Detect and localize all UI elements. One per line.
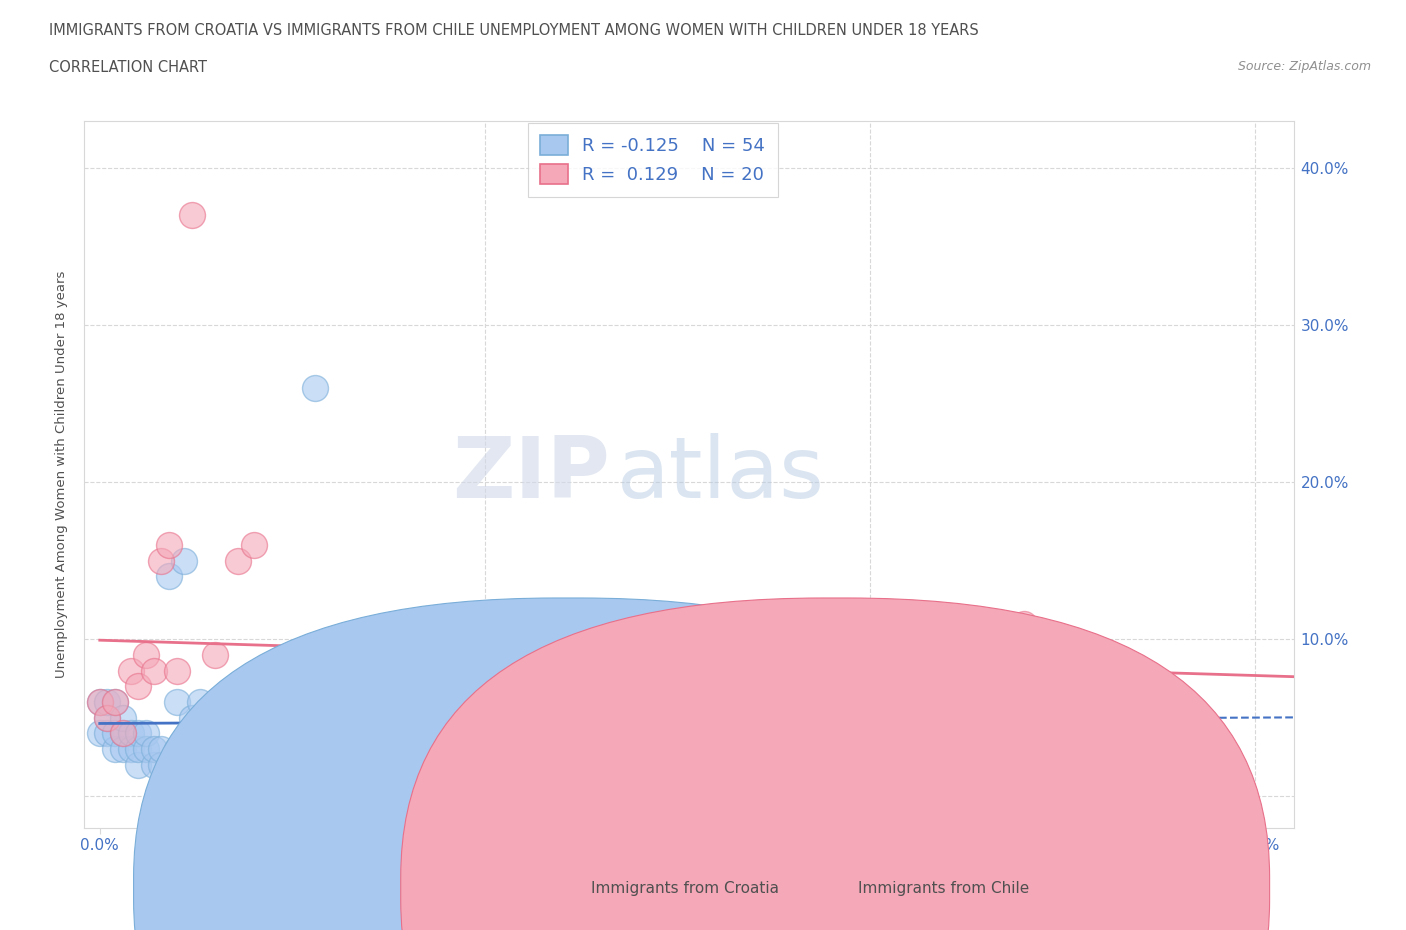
Point [127,726,149,741]
Point [111,726,134,741]
Point [96,711,118,725]
Point [135,742,157,757]
Point [188,695,211,710]
Point [343,742,366,757]
Point [359,742,381,757]
Point [142,663,165,678]
Point [150,742,173,757]
Point [173,553,195,568]
Text: atlas: atlas [616,432,824,516]
Point [474,742,496,757]
Point [89,726,111,741]
Point [243,726,266,741]
Text: IMMIGRANTS FROM CROATIA VS IMMIGRANTS FROM CHILE UNEMPLOYMENT AMONG WOMEN WITH C: IMMIGRANTS FROM CROATIA VS IMMIGRANTS FR… [49,23,979,38]
Point [96,695,118,710]
Point [859,726,882,741]
Point [281,773,304,788]
Point [273,711,295,725]
Point [396,742,419,757]
Text: Immigrants from Croatia: Immigrants from Croatia [591,881,779,896]
Point [512,711,534,725]
Point [396,726,419,741]
Point [228,742,250,757]
Point [104,695,127,710]
Point [127,757,149,772]
Point [434,711,457,725]
Point [197,726,219,741]
Point [111,711,134,725]
Point [319,726,342,741]
Point [281,742,304,757]
Text: Source: ZipAtlas.com: Source: ZipAtlas.com [1237,60,1371,73]
Point [135,647,157,662]
Point [589,711,612,725]
Point [120,726,142,741]
Point [166,742,188,757]
Point [104,695,127,710]
Point [412,711,434,725]
Point [204,726,226,741]
Point [181,207,204,222]
Point [319,726,342,741]
Point [157,569,180,584]
Point [304,380,326,395]
Point [212,711,235,725]
Point [551,742,574,757]
Point [243,538,266,552]
Text: Immigrants from Chile: Immigrants from Chile [858,881,1029,896]
Point [166,695,188,710]
Point [704,726,727,741]
Point [127,742,149,757]
Legend: R = -0.125    N = 54, R =  0.129    N = 20: R = -0.125 N = 54, R = 0.129 N = 20 [527,123,778,197]
Text: ZIP: ZIP [453,432,610,516]
Point [142,757,165,772]
Point [120,742,142,757]
Point [204,757,226,772]
Point [297,742,319,757]
Point [89,695,111,710]
Point [111,742,134,757]
Point [150,553,173,568]
Point [228,553,250,568]
Point [181,711,204,725]
Point [150,757,173,772]
Point [157,757,180,772]
Point [257,726,280,741]
Point [89,695,111,710]
Point [288,711,311,725]
Point [157,538,180,552]
Y-axis label: Unemployment Among Women with Children Under 18 years: Unemployment Among Women with Children U… [55,271,69,678]
Point [104,726,127,741]
Point [142,742,165,757]
Point [204,647,226,662]
Point [1012,616,1035,631]
Point [219,726,242,741]
Point [111,726,134,741]
Point [166,663,188,678]
Point [120,663,142,678]
Point [96,711,118,725]
Point [96,726,118,741]
Point [474,726,496,741]
Point [127,679,149,694]
Text: CORRELATION CHART: CORRELATION CHART [49,60,207,75]
Point [104,742,127,757]
Point [135,726,157,741]
